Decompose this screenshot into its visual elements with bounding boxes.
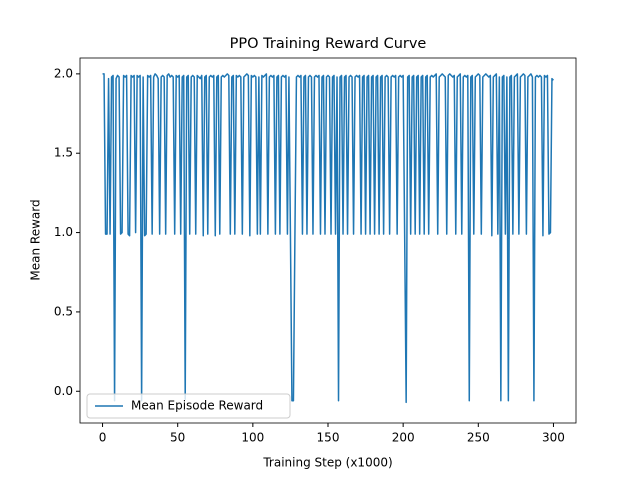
x-tick-label: 300 [542,431,565,445]
y-tick-label: 0.0 [54,384,73,398]
legend-label: Mean Episode Reward [131,399,263,413]
y-tick-label: 1.0 [54,225,73,239]
x-tick-label: 50 [170,431,185,445]
x-tick-label: 0 [99,431,107,445]
legend-box [86,393,291,419]
y-tick-label: 1.5 [54,146,73,160]
y-axis-label: Mean Reward [29,199,43,280]
x-tick-label: 200 [392,431,415,445]
x-tick-label: 250 [467,431,490,445]
y-tick-label: 0.5 [54,304,73,318]
y-tick-label: 2.0 [54,66,73,80]
x-tick-label: 150 [317,431,340,445]
line [102,73,554,404]
plot-frame [79,57,577,424]
x-axis-label: Training Step (x1000) [262,456,392,470]
chart-title: PPO Training Reward Curve [230,36,427,52]
x-tick-label: 100 [241,431,264,445]
